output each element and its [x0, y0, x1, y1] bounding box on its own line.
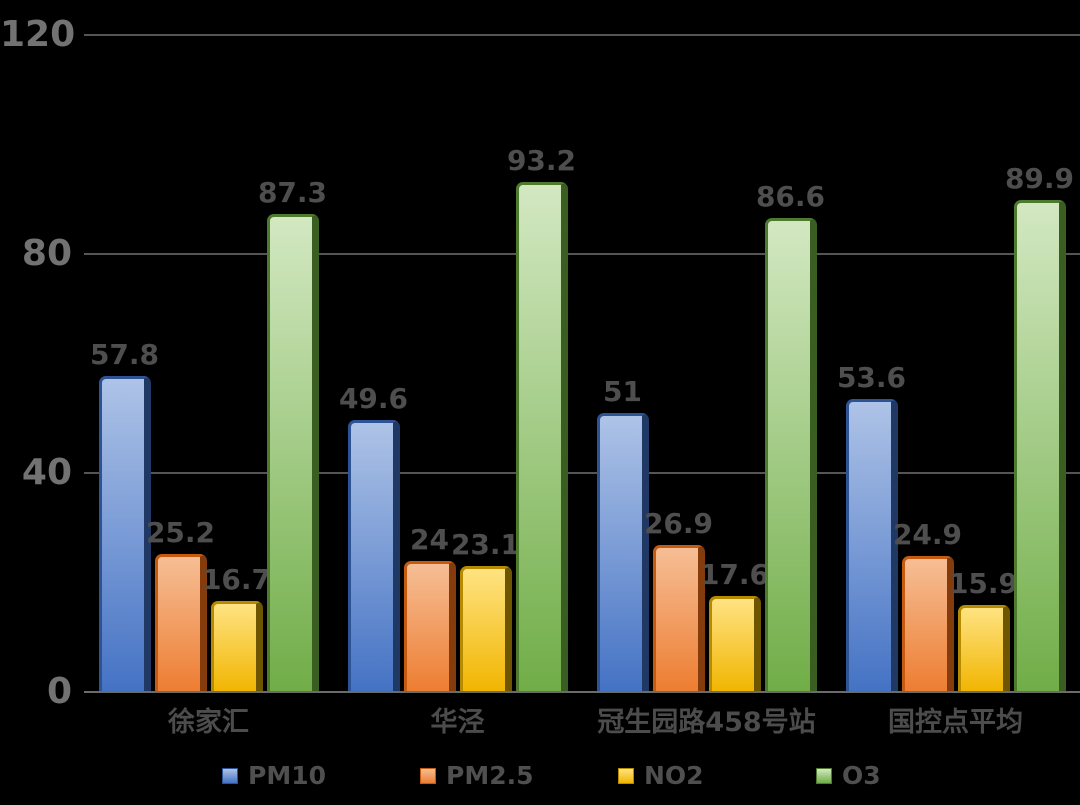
- data-label: 26.9: [643, 507, 714, 540]
- x-axis-category-label: 华泾: [430, 707, 485, 738]
- bar-column: 57.8: [90, 340, 159, 692]
- legend-label: NO2: [644, 761, 704, 790]
- legend: PM10 PM2.5 NO2 O3: [0, 760, 1080, 792]
- bar-o3: [764, 218, 817, 692]
- bar-o3: [266, 214, 319, 692]
- bar-group-4: 53.6 24.9 15.9 89.9: [831, 35, 1080, 692]
- data-label: 25.2: [145, 516, 216, 549]
- y-axis-tick-label: 120: [0, 14, 76, 55]
- data-label: 57.8: [89, 338, 160, 371]
- data-label: 23.1: [450, 528, 521, 561]
- x-axis-category-label: 冠生园路458号站: [597, 707, 816, 738]
- data-label: 49.6: [338, 382, 409, 415]
- bar-column: 16.7: [202, 565, 271, 692]
- data-label: 93.2: [506, 144, 577, 177]
- bar-column: 26.9: [644, 509, 713, 692]
- x-axis-category-label: 徐家汇: [168, 707, 249, 738]
- bar-pm10: [347, 420, 400, 692]
- bar-column: 93.2: [507, 146, 576, 692]
- data-label: 16.7: [201, 563, 272, 596]
- bar-no2: [459, 566, 512, 692]
- data-label: 15.9: [948, 567, 1019, 600]
- legend-swatch-icon: [816, 768, 832, 784]
- bar-pm2.5: [403, 561, 456, 692]
- bar-column: 51: [596, 377, 649, 692]
- bar-column: 23.1: [451, 530, 520, 692]
- bar-o3: [515, 182, 568, 692]
- bar-pm2.5: [154, 554, 207, 692]
- gridline-40: [84, 472, 1080, 474]
- y-axis: 0 40 80 120: [0, 0, 76, 805]
- data-label: 87.3: [257, 176, 328, 209]
- bar-pm10: [596, 413, 649, 692]
- bar-column: 24: [403, 525, 456, 692]
- bar-group-3: 51 26.9 17.6 86.6: [582, 35, 831, 692]
- legend-label: O3: [842, 761, 881, 790]
- legend-swatch-icon: [618, 768, 634, 784]
- bar-no2: [708, 596, 761, 692]
- bar-group-1: 57.8 25.2 16.7 87.3: [84, 35, 333, 692]
- data-label: 53.6: [836, 361, 907, 394]
- y-axis-tick-label: 40: [21, 452, 72, 493]
- bar-groups: 57.8 25.2 16.7 87.3 49.6 24 23.1 93.2 51 26.9 17.6…: [84, 35, 1080, 692]
- data-label: 51: [603, 375, 642, 408]
- bar-column: 17.6: [700, 560, 769, 692]
- bar-o3: [1013, 200, 1066, 692]
- bar-column: 86.6: [756, 182, 825, 692]
- legend-label: PM10: [248, 761, 326, 790]
- bar-column: 53.6: [837, 363, 906, 692]
- plot-area: 57.8 25.2 16.7 87.3 49.6 24 23.1 93.2 51 26.9 17.6…: [84, 34, 1080, 693]
- bar-column: 87.3: [258, 178, 327, 692]
- legend-swatch-icon: [222, 768, 238, 784]
- data-label: 24: [410, 523, 449, 556]
- bar-column: 24.9: [893, 520, 962, 692]
- bar-column: 25.2: [146, 518, 215, 692]
- x-axis-line: [84, 691, 1080, 693]
- data-label: 89.9: [1004, 162, 1075, 195]
- bar-column: 49.6: [339, 384, 408, 692]
- gridline-80: [84, 253, 1080, 255]
- bar-no2: [210, 601, 263, 692]
- x-axis-category-labels: 徐家汇 华泾 冠生园路458号站 国控点平均: [84, 706, 1080, 740]
- y-axis-tick-label: 80: [21, 233, 72, 274]
- data-label: 24.9: [892, 518, 963, 551]
- legend-item-no2: NO2: [618, 760, 704, 792]
- bar-pm10: [845, 399, 898, 692]
- bar-column: 15.9: [949, 569, 1018, 692]
- legend-item-o3: O3: [816, 760, 881, 792]
- data-label: 17.6: [699, 558, 770, 591]
- bar-group-2: 49.6 24 23.1 93.2: [333, 35, 582, 692]
- bar-column: 89.9: [1005, 164, 1074, 692]
- legend-label: PM2.5: [446, 761, 534, 790]
- legend-swatch-icon: [420, 768, 436, 784]
- bar-pm2.5: [652, 545, 705, 692]
- gridline-120: [84, 34, 1080, 36]
- x-axis-category-label: 国控点平均: [888, 707, 1023, 738]
- legend-item-pm10: PM10: [222, 760, 326, 792]
- legend-item-pm2.5: PM2.5: [420, 760, 534, 792]
- data-label: 86.6: [755, 180, 826, 213]
- bar-pm2.5: [901, 556, 954, 692]
- y-axis-tick-label: 0: [46, 671, 72, 712]
- bar-pm10: [98, 376, 151, 692]
- bar-no2: [957, 605, 1010, 692]
